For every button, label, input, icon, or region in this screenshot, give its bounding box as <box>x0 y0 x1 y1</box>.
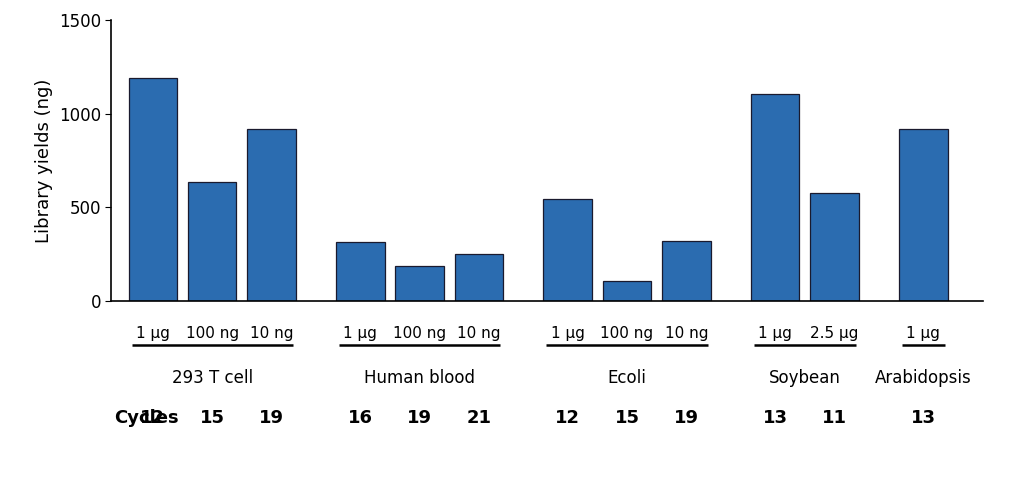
Text: 15: 15 <box>200 409 225 427</box>
Bar <box>900 129 947 301</box>
Bar <box>395 266 444 301</box>
Text: 10 ng: 10 ng <box>665 326 708 341</box>
Text: 13: 13 <box>911 409 936 427</box>
Text: 293 T cell: 293 T cell <box>171 369 252 387</box>
Text: 12: 12 <box>141 409 165 427</box>
Text: 1 μg: 1 μg <box>759 326 792 341</box>
Text: 10 ng: 10 ng <box>249 326 293 341</box>
Y-axis label: Library yields (ng): Library yields (ng) <box>35 78 54 242</box>
Text: 1 μg: 1 μg <box>551 326 585 341</box>
Bar <box>187 182 236 301</box>
Text: 15: 15 <box>615 409 639 427</box>
Text: 19: 19 <box>674 409 699 427</box>
Text: 13: 13 <box>763 409 788 427</box>
Text: 19: 19 <box>259 409 284 427</box>
Text: 12: 12 <box>555 409 580 427</box>
Text: Human blood: Human blood <box>364 369 475 387</box>
Text: 1 μg: 1 μg <box>136 326 170 341</box>
Text: 100 ng: 100 ng <box>393 326 446 341</box>
Bar <box>247 129 296 301</box>
Text: 19: 19 <box>407 409 433 427</box>
Text: Arabidopsis: Arabidopsis <box>875 369 971 387</box>
Text: 21: 21 <box>466 409 491 427</box>
Text: 100 ng: 100 ng <box>601 326 653 341</box>
Bar <box>603 281 651 301</box>
Text: 16: 16 <box>347 409 373 427</box>
Text: Cycles: Cycles <box>114 409 179 427</box>
Text: Ecoli: Ecoli <box>608 369 646 387</box>
Text: 2.5 μg: 2.5 μg <box>810 326 859 341</box>
Text: Soybean: Soybean <box>769 369 841 387</box>
Text: 1 μg: 1 μg <box>343 326 377 341</box>
Bar <box>336 241 385 301</box>
Bar <box>455 254 503 301</box>
Bar <box>129 78 177 301</box>
Text: 100 ng: 100 ng <box>185 326 239 341</box>
Bar <box>661 241 710 301</box>
Text: 10 ng: 10 ng <box>457 326 500 341</box>
Text: 11: 11 <box>822 409 847 427</box>
Bar <box>543 199 592 301</box>
Text: 1 μg: 1 μg <box>907 326 940 341</box>
Bar <box>810 193 859 301</box>
Bar <box>751 94 799 301</box>
